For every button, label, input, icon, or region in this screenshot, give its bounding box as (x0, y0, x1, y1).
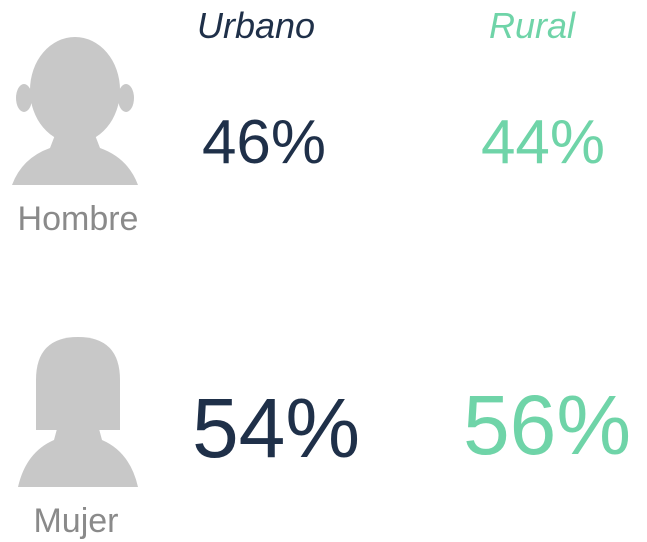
value: 46% (202, 108, 326, 177)
column-header: Rural (489, 5, 576, 46)
value: 54% (192, 381, 360, 475)
row-label: Hombre (18, 200, 139, 238)
female-icon (18, 337, 138, 487)
column-header: Urbano (197, 5, 315, 46)
male-icon (12, 37, 138, 185)
value: 44% (481, 108, 605, 177)
value: 56% (463, 378, 631, 472)
row-label: Mujer (33, 502, 118, 540)
